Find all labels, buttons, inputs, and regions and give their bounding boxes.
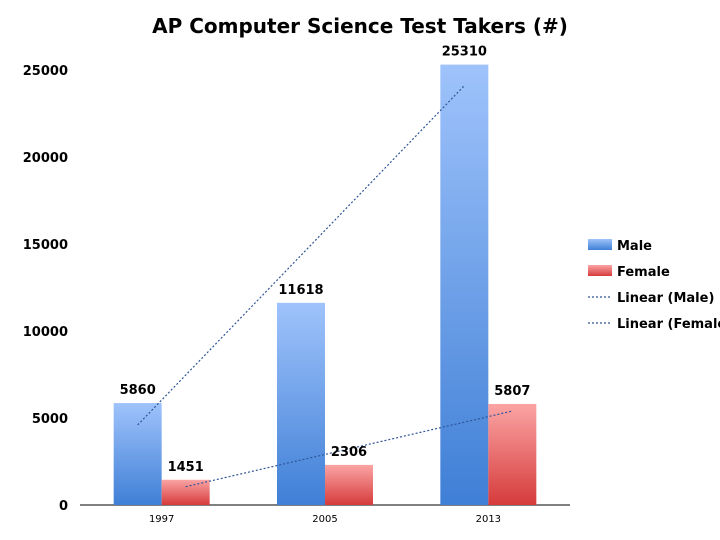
data-label-male-2005: 11618 — [278, 283, 323, 298]
bar-male-1997 — [113, 403, 162, 505]
legend-label-female: Female — [617, 265, 670, 280]
y-tick-label: 25000 — [23, 64, 68, 79]
data-label-female-2005: 2306 — [331, 445, 367, 460]
legend-label-male: Male — [617, 239, 652, 254]
y-tick-label: 5000 — [32, 412, 68, 427]
y-tick-label: 10000 — [23, 325, 68, 340]
bar-female-2013 — [488, 403, 537, 505]
y-tick-label: 15000 — [23, 238, 68, 253]
bar-male-2005 — [277, 302, 325, 505]
legend-swatch-female — [588, 265, 612, 276]
y-tick-label: 20000 — [23, 151, 68, 166]
bar-female-2005 — [325, 464, 373, 505]
legend-label-trend-female: Linear (Female) — [617, 317, 720, 332]
data-label-female-2013: 5807 — [494, 384, 530, 399]
x-category-label: 2005 — [312, 514, 337, 525]
legend-swatch-male — [588, 239, 612, 250]
data-label-male-1997: 5860 — [120, 383, 156, 398]
legend-label-trend-male: Linear (Male) — [617, 291, 714, 306]
x-category-label: 2013 — [476, 514, 501, 525]
bar-female-1997 — [161, 479, 210, 505]
chart-title: AP Computer Science Test Takers (#) — [152, 14, 568, 38]
bar-male-2013 — [440, 64, 489, 505]
y-tick-label: 0 — [59, 499, 68, 514]
trendline-male — [137, 85, 465, 426]
data-label-female-1997: 1451 — [168, 460, 204, 475]
x-category-label: 1997 — [149, 514, 174, 525]
data-label-male-2013: 25310 — [442, 45, 487, 60]
